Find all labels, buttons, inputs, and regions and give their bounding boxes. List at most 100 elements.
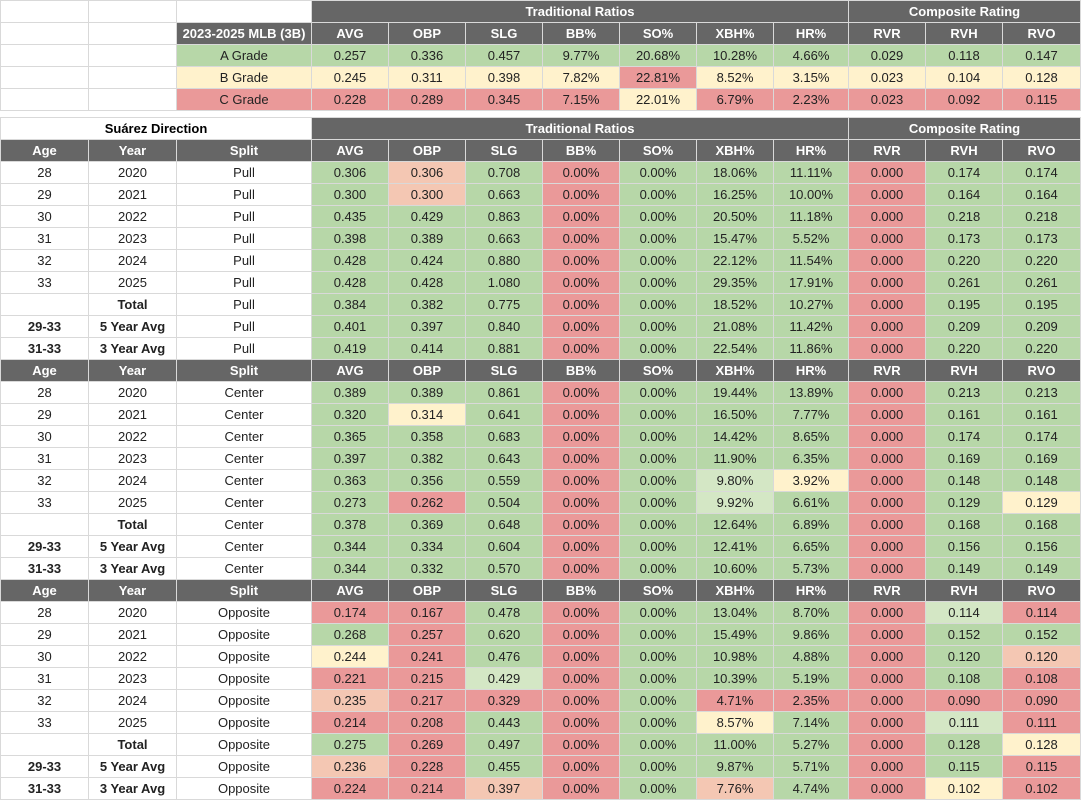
cell-so[interactable]: 0.00% bbox=[619, 249, 697, 272]
cell-avg[interactable]: 0.397 bbox=[311, 447, 389, 470]
cell-year[interactable]: Total bbox=[88, 293, 177, 316]
cell[interactable] bbox=[0, 22, 89, 45]
cell-split[interactable]: Opposite bbox=[176, 755, 312, 778]
cell-avg[interactable]: 0.268 bbox=[311, 623, 389, 646]
cell-avg[interactable]: 0.174 bbox=[311, 601, 389, 624]
cell-slg[interactable]: 0.476 bbox=[465, 645, 543, 668]
cell-rvh[interactable]: 0.220 bbox=[925, 337, 1003, 360]
cell-avg[interactable]: 0.378 bbox=[311, 513, 389, 536]
cell-obp[interactable]: 0.428 bbox=[388, 271, 466, 294]
cell-bb[interactable]: 0.00% bbox=[542, 293, 620, 316]
col-header-rvo[interactable]: RVO bbox=[1001, 579, 1081, 602]
cell-age[interactable]: 29-33 bbox=[0, 315, 89, 338]
cell-hr[interactable]: 5.19% bbox=[773, 667, 849, 690]
cell-xbh[interactable]: 15.47% bbox=[696, 227, 774, 250]
cell-age[interactable]: 30 bbox=[0, 205, 89, 228]
cell-xbh[interactable]: 20.50% bbox=[696, 205, 774, 228]
cell-split[interactable]: Center bbox=[176, 447, 312, 470]
col-header-rvo[interactable]: RVO bbox=[1001, 22, 1081, 45]
cell-year[interactable]: 5 Year Avg bbox=[88, 535, 177, 558]
cell-avg[interactable]: 0.398 bbox=[311, 227, 389, 250]
col-header-age[interactable]: Age bbox=[0, 359, 89, 382]
cell-rvo[interactable]: 0.161 bbox=[1001, 403, 1081, 426]
cell-xbh[interactable]: 10.39% bbox=[696, 667, 774, 690]
composite-rating-header[interactable]: Composite Rating bbox=[847, 117, 1081, 140]
grade-value-cell[interactable]: 0.029 bbox=[848, 44, 926, 67]
cell-rvo[interactable]: 0.209 bbox=[1001, 315, 1081, 338]
cell-split[interactable]: Opposite bbox=[176, 667, 312, 690]
cell-hr[interactable]: 9.86% bbox=[773, 623, 849, 646]
cell-xbh[interactable]: 12.41% bbox=[696, 535, 774, 558]
cell-bb[interactable]: 0.00% bbox=[542, 183, 620, 206]
cell-hr[interactable]: 17.91% bbox=[773, 271, 849, 294]
cell-avg[interactable]: 0.236 bbox=[311, 755, 389, 778]
cell-xbh[interactable]: 9.80% bbox=[696, 469, 774, 492]
cell-split[interactable]: Opposite bbox=[176, 733, 312, 756]
col-header-xbh[interactable]: XBH% bbox=[696, 359, 774, 382]
col-header-so[interactable]: SO% bbox=[619, 579, 697, 602]
cell-year[interactable]: 2024 bbox=[88, 469, 177, 492]
col-header-rvh[interactable]: RVH bbox=[925, 579, 1003, 602]
cell-so[interactable]: 0.00% bbox=[619, 513, 697, 536]
cell-rvh[interactable]: 0.111 bbox=[925, 711, 1003, 734]
cell-slg[interactable]: 0.329 bbox=[465, 689, 543, 712]
cell-age[interactable]: 31-33 bbox=[0, 337, 89, 360]
cell-rvh[interactable]: 0.213 bbox=[925, 381, 1003, 404]
cell-rvr[interactable]: 0.000 bbox=[848, 271, 926, 294]
grade-value-cell[interactable]: 6.79% bbox=[696, 88, 774, 111]
cell-rvh[interactable]: 0.169 bbox=[925, 447, 1003, 470]
cell-avg[interactable]: 0.275 bbox=[311, 733, 389, 756]
grade-value-cell[interactable]: 0.092 bbox=[925, 88, 1003, 111]
cell-age[interactable] bbox=[0, 293, 89, 316]
cell-bb[interactable]: 0.00% bbox=[542, 689, 620, 712]
grade-value-cell[interactable]: 10.28% bbox=[696, 44, 774, 67]
cell-rvo[interactable]: 0.220 bbox=[1001, 249, 1081, 272]
grade-value-cell[interactable]: 0.245 bbox=[311, 66, 389, 89]
cell-year[interactable]: Total bbox=[88, 733, 177, 756]
cell-rvr[interactable]: 0.000 bbox=[848, 249, 926, 272]
cell-so[interactable]: 0.00% bbox=[619, 469, 697, 492]
col-header-slg[interactable]: SLG bbox=[465, 22, 543, 45]
cell-bb[interactable]: 0.00% bbox=[542, 535, 620, 558]
col-header-bb[interactable]: BB% bbox=[542, 579, 620, 602]
cell-split[interactable]: Opposite bbox=[176, 777, 312, 800]
cell-so[interactable]: 0.00% bbox=[619, 601, 697, 624]
cell-xbh[interactable]: 13.04% bbox=[696, 601, 774, 624]
cell-year[interactable]: 2025 bbox=[88, 271, 177, 294]
cell-year[interactable]: 2024 bbox=[88, 249, 177, 272]
cell-xbh[interactable]: 9.87% bbox=[696, 755, 774, 778]
cell-year[interactable]: 2022 bbox=[88, 205, 177, 228]
cell-bb[interactable]: 0.00% bbox=[542, 447, 620, 470]
cell-age[interactable]: 29-33 bbox=[0, 755, 89, 778]
cell-obp[interactable]: 0.382 bbox=[388, 447, 466, 470]
cell-split[interactable]: Pull bbox=[176, 271, 312, 294]
cell-avg[interactable]: 0.428 bbox=[311, 249, 389, 272]
cell-bb[interactable]: 0.00% bbox=[542, 381, 620, 404]
cell-year[interactable]: 2020 bbox=[88, 601, 177, 624]
col-header-so[interactable]: SO% bbox=[619, 22, 697, 45]
cell[interactable] bbox=[176, 0, 312, 23]
cell-rvr[interactable]: 0.000 bbox=[848, 183, 926, 206]
cell-age[interactable]: 29 bbox=[0, 403, 89, 426]
cell-age[interactable]: 33 bbox=[0, 711, 89, 734]
cell-year[interactable]: 2025 bbox=[88, 491, 177, 514]
cell-xbh[interactable]: 16.25% bbox=[696, 183, 774, 206]
cell[interactable] bbox=[0, 44, 89, 67]
cell-avg[interactable]: 0.224 bbox=[311, 777, 389, 800]
cell-avg[interactable]: 0.235 bbox=[311, 689, 389, 712]
cell[interactable] bbox=[88, 0, 177, 23]
cell-so[interactable]: 0.00% bbox=[619, 315, 697, 338]
col-header-rvh[interactable]: RVH bbox=[925, 359, 1003, 382]
cell-rvr[interactable]: 0.000 bbox=[848, 711, 926, 734]
col-header-slg[interactable]: SLG bbox=[465, 579, 543, 602]
col-header-year[interactable]: Year bbox=[88, 139, 177, 162]
cell-rvh[interactable]: 0.108 bbox=[925, 667, 1003, 690]
cell-rvr[interactable]: 0.000 bbox=[848, 491, 926, 514]
cell-avg[interactable]: 0.244 bbox=[311, 645, 389, 668]
cell-hr[interactable]: 11.11% bbox=[773, 161, 849, 184]
cell-hr[interactable]: 5.52% bbox=[773, 227, 849, 250]
cell-so[interactable]: 0.00% bbox=[619, 205, 697, 228]
cell-rvo[interactable]: 0.128 bbox=[1001, 733, 1081, 756]
cell-age[interactable]: 32 bbox=[0, 689, 89, 712]
cell-hr[interactable]: 11.86% bbox=[773, 337, 849, 360]
